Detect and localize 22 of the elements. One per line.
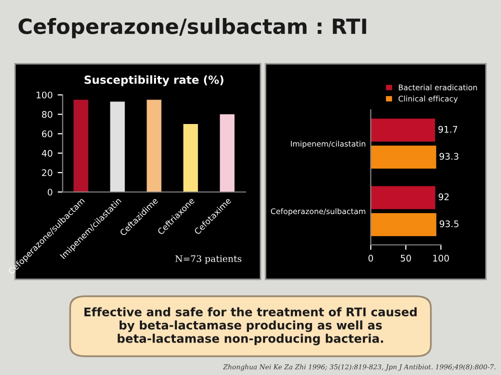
data-label: 91.7	[438, 126, 458, 133]
y-tick-label: 60	[42, 130, 52, 138]
text: Effective and safe for the treatment of RTI caused by beta-lactamase producing as well as beta-lactamase non-producing bacteria.	[84, 307, 417, 346]
bar	[74, 100, 88, 192]
bar	[146, 100, 162, 192]
text: N=73 patients	[175, 255, 242, 264]
bar	[183, 124, 198, 192]
y-tick-label: 20	[42, 169, 52, 176]
x-tick-label: 0	[368, 254, 374, 262]
text: Cefoperazone/sulbactam : RTI	[18, 18, 366, 38]
bar	[220, 114, 235, 192]
y-tick-label: 40	[42, 150, 52, 157]
data-label: 93.5	[440, 220, 458, 228]
data-label: 92	[438, 193, 449, 200]
chart-title: Susceptibility rate (%)	[84, 75, 224, 86]
x-tick-label: 100	[433, 254, 449, 262]
x-tick-label: 50	[400, 254, 411, 262]
data-label: 93.3	[440, 152, 458, 160]
y-tick-label: 100	[36, 92, 52, 98]
bar	[110, 102, 125, 192]
y-tick-label: 0	[48, 188, 52, 196]
y-tick-label: 80	[42, 111, 52, 118]
